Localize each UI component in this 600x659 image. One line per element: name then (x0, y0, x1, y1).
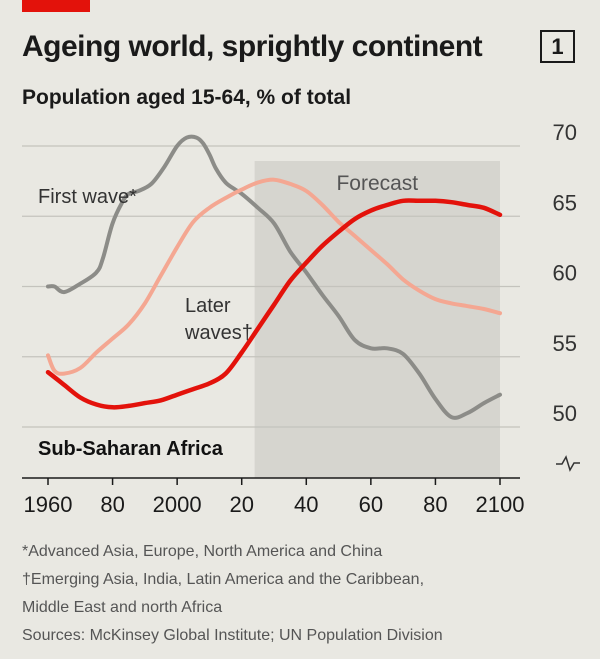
footnote-later-waves-cont: Middle East and north Africa (22, 599, 223, 616)
x-tick-label-2040: 40 (294, 492, 318, 517)
later-waves-line (46, 177, 502, 376)
y-tick-label-70: 70 (553, 120, 577, 145)
x-tick-label-1960: 1960 (24, 492, 73, 517)
x-tick-label-2100: 2100 (476, 492, 525, 517)
chart-subtitle: Population aged 15-64, % of total (22, 86, 352, 109)
forecast-band (254, 161, 500, 478)
gridlines (22, 145, 520, 428)
later-waves-label-line2: waves† (184, 322, 253, 344)
x-tick-label-2080: 80 (423, 492, 447, 517)
footnote-first-wave: *Advanced Asia, Europe, North America an… (22, 543, 383, 560)
sources-note: Sources: McKinsey Global Institute; UN P… (22, 627, 443, 644)
series-layer (45, 134, 503, 420)
axis-break-icon (556, 455, 580, 472)
x-axis: 1960 80 2000 20 40 60 80 2100 (22, 477, 525, 517)
chart-number-badge: 1 (540, 30, 575, 63)
brand-accent-bar (22, 0, 90, 12)
sub-saharan-africa-label: Sub-Saharan Africa (38, 438, 224, 460)
y-tick-label-60: 60 (553, 261, 577, 286)
axis-break-squiggle (556, 455, 580, 472)
chart-notes: *Advanced Asia, Europe, North America an… (22, 538, 443, 650)
chart-title: Ageing world, sprightly continent (22, 30, 483, 63)
x-tick-label-2020: 20 (229, 492, 253, 517)
x-tick-label-2000: 2000 (153, 492, 202, 517)
first-wave-line (46, 134, 502, 420)
forecast-label: Forecast (336, 172, 418, 195)
y-tick-label-55: 55 (553, 331, 577, 356)
y-tick-label-65: 65 (553, 190, 577, 215)
y-tick-label-50: 50 (553, 401, 577, 426)
first-wave-label: First wave* (38, 186, 137, 208)
sub-saharan-africa-line (45, 198, 503, 410)
later-waves-label-line1: Later (185, 295, 231, 317)
y-axis-labels: 50 55 60 65 70 (553, 120, 577, 426)
x-tick-label-1980: 80 (100, 492, 124, 517)
x-tick-label-2060: 60 (359, 492, 383, 517)
footnote-later-waves: †Emerging Asia, India, Latin America and… (22, 571, 425, 588)
